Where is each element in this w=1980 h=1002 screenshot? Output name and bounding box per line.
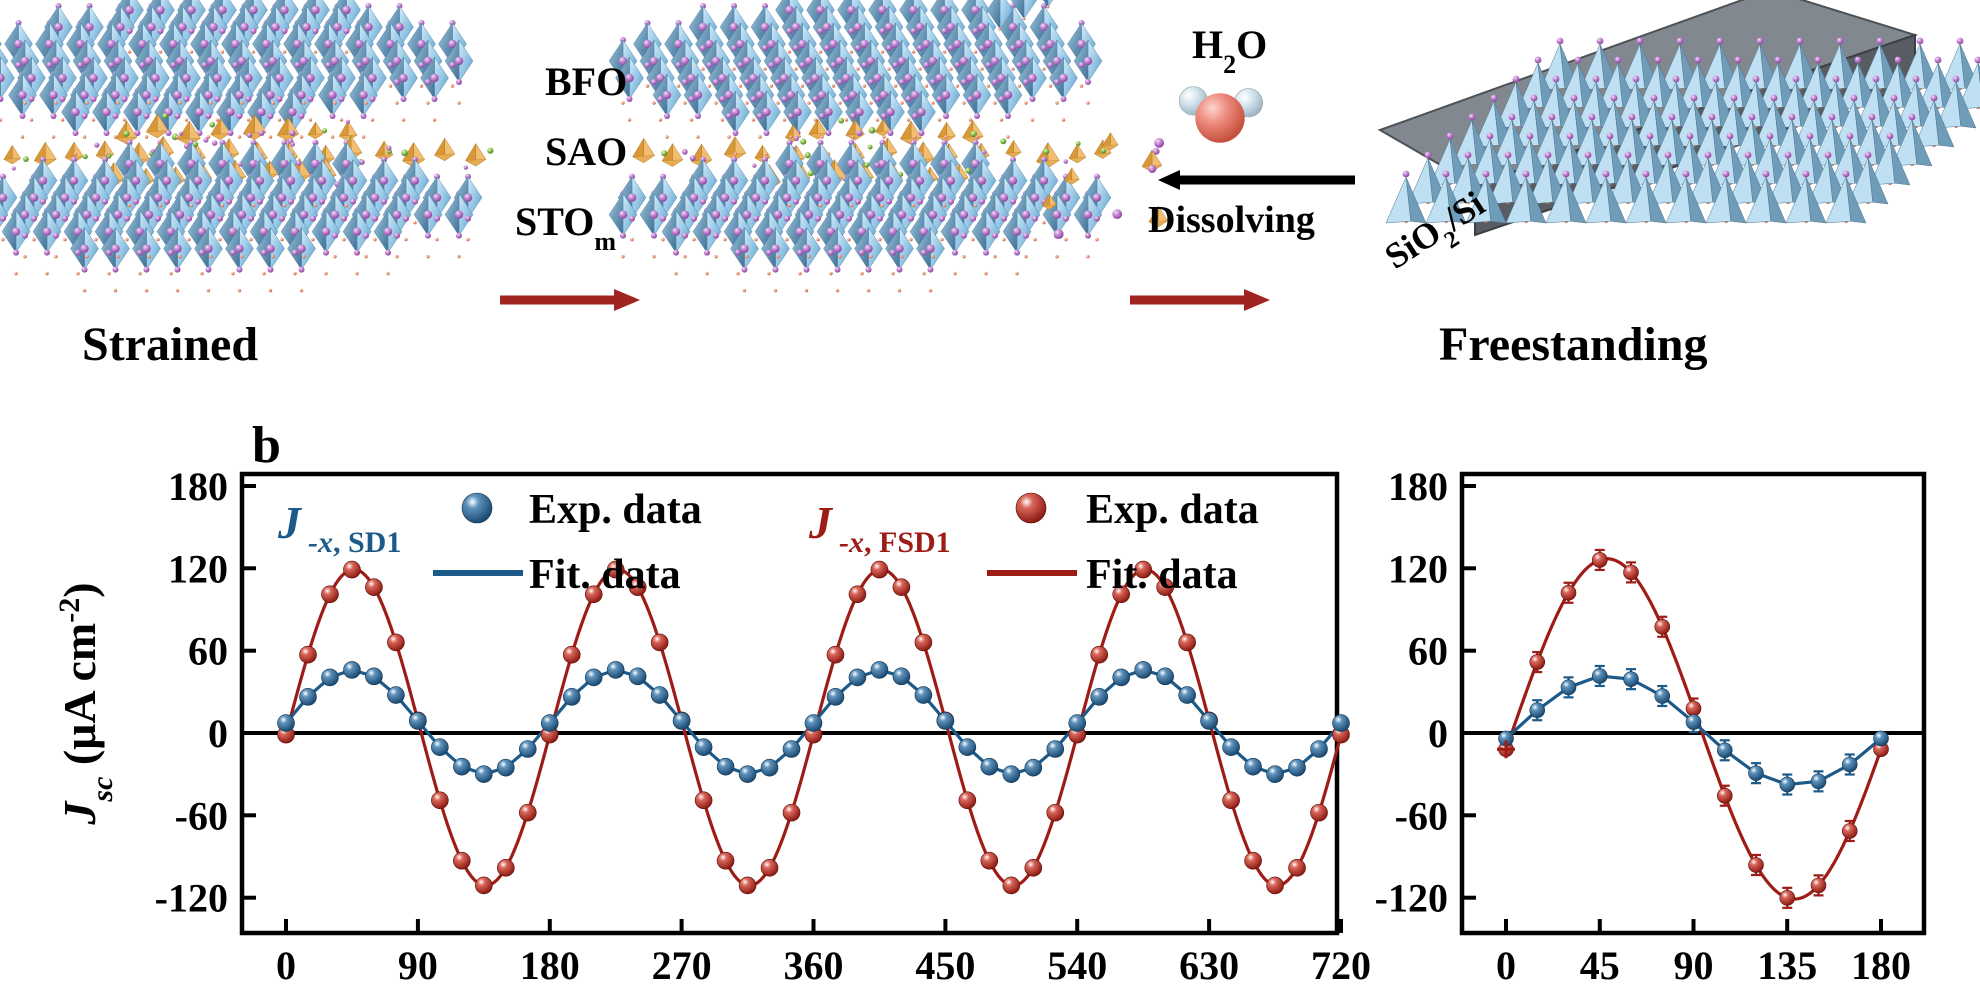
svg-text:-x, SD1: -x, SD1 bbox=[308, 526, 401, 559]
svg-text:-60: -60 bbox=[1395, 793, 1448, 838]
svg-text:60: 60 bbox=[188, 629, 228, 674]
svg-text:J: J bbox=[277, 497, 303, 548]
svg-text:180: 180 bbox=[1851, 943, 1911, 988]
svg-text:180: 180 bbox=[168, 464, 228, 509]
svg-text:180: 180 bbox=[1388, 464, 1448, 509]
svg-text:360: 360 bbox=[784, 943, 844, 988]
svg-text:0: 0 bbox=[1496, 943, 1516, 988]
svg-text:Freestanding: Freestanding bbox=[1439, 318, 1707, 371]
svg-text:270: 270 bbox=[652, 943, 712, 988]
svg-text:720: 720 bbox=[1311, 943, 1371, 988]
svg-text:90: 90 bbox=[398, 943, 438, 988]
svg-text:180: 180 bbox=[520, 943, 580, 988]
svg-text:b: b bbox=[252, 420, 281, 474]
svg-text:SAO: SAO bbox=[545, 129, 627, 174]
svg-text:Fit. data: Fit. data bbox=[529, 552, 681, 598]
svg-text:BFO: BFO bbox=[545, 59, 627, 104]
svg-text:Fit. data: Fit. data bbox=[1086, 552, 1238, 598]
svg-text:630: 630 bbox=[1179, 943, 1239, 988]
svg-text:0: 0 bbox=[208, 711, 228, 756]
svg-text:0: 0 bbox=[276, 943, 296, 988]
svg-text:540: 540 bbox=[1047, 943, 1107, 988]
svg-text:Dissolving: Dissolving bbox=[1148, 199, 1315, 241]
svg-text:120: 120 bbox=[168, 546, 228, 591]
svg-text:J: J bbox=[808, 497, 834, 548]
svg-text:60: 60 bbox=[1408, 629, 1448, 674]
svg-text:90: 90 bbox=[1674, 943, 1714, 988]
svg-text:-120: -120 bbox=[155, 876, 228, 921]
svg-text:450: 450 bbox=[915, 943, 975, 988]
svg-text:Exp. data: Exp. data bbox=[1086, 487, 1259, 533]
svg-text:Strained: Strained bbox=[82, 318, 258, 371]
svg-text:120: 120 bbox=[1388, 546, 1448, 591]
svg-text:-120: -120 bbox=[1375, 876, 1448, 921]
svg-text:-x, FSD1: -x, FSD1 bbox=[839, 526, 951, 559]
svg-text:-60: -60 bbox=[175, 793, 228, 838]
svg-text:45: 45 bbox=[1580, 943, 1620, 988]
svg-text:Exp. data: Exp. data bbox=[529, 487, 702, 533]
svg-text:135: 135 bbox=[1757, 943, 1817, 988]
svg-text:0: 0 bbox=[1428, 711, 1448, 756]
